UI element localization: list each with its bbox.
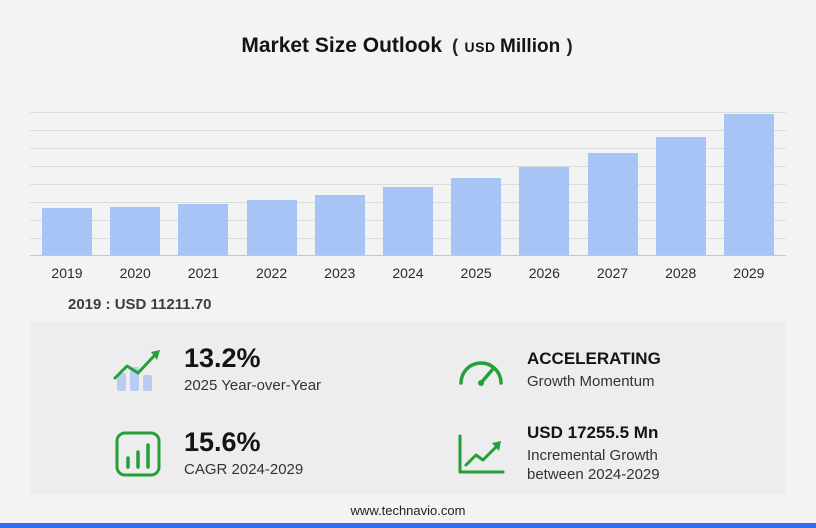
stat-value-momentum: ACCELERATING: [527, 348, 661, 368]
stat-value-incremental: USD 17255.5 Mn: [527, 423, 659, 442]
footer-accent-bar: [0, 523, 816, 528]
x-axis-label-2020: 2020: [119, 265, 151, 281]
stat-momentum: ACCELERATING Growth Momentum: [453, 344, 756, 395]
stat-text: 13.2% 2025 Year-over-Year: [184, 344, 321, 395]
x-axis-label-2019: 2019: [51, 265, 83, 281]
stat-cagr: 15.6% CAGR 2024-2029: [110, 423, 413, 484]
x-axis-label-2025: 2025: [460, 265, 492, 281]
x-axis-label-2022: 2022: [255, 265, 288, 281]
bar-2019: [42, 207, 92, 255]
x-axis-label-2027: 2027: [596, 265, 629, 281]
stat-text: USD 17255.5 Mn Incremental Growth between…: [527, 423, 660, 484]
market-size-chart: 2019 2020 2021 2022 2023 2024 2025 2026 2027 2028…: [30, 112, 786, 281]
x-axis-label-2021: 2021: [187, 265, 219, 281]
speedometer-icon: [453, 349, 509, 391]
chart-plot-area: [30, 112, 786, 256]
currency-label: USD: [464, 39, 496, 55]
stats-panel: 13.2% 2025 Year-over-Year ACCELERATING G…: [30, 322, 786, 494]
stat-text: ACCELERATING Growth Momentum: [527, 349, 661, 391]
page-title: Market Size Outlook ( USD Million ): [0, 0, 816, 58]
stat-incremental-growth: USD 17255.5 Mn Incremental Growth between…: [453, 423, 756, 484]
x-axis-label-2024: 2024: [392, 265, 424, 281]
bar-2020: [110, 207, 161, 255]
stat-yoy-growth: 13.2% 2025 Year-over-Year: [110, 344, 413, 395]
stat-label-momentum: Growth Momentum: [527, 372, 655, 390]
x-axis-label-2028: 2028: [665, 265, 697, 281]
bar-2022: [246, 200, 297, 255]
x-axis-labels: 2019 2020 2021 2022 2023 2024 2025 2026 2027 2028…: [30, 256, 786, 281]
stat-label-yoy: 2025 Year-over-Year: [184, 377, 322, 394]
bar-2026: [519, 166, 570, 255]
x-axis-label-2029: 2029: [733, 265, 765, 281]
base-year-annotation: 2019 : USD 11211.70: [68, 296, 212, 313]
stat-label-incremental: Incremental Growth between 2024-2029: [527, 447, 660, 483]
bar-series: [30, 112, 786, 255]
stat-value-yoy: 13.2%: [184, 343, 261, 373]
cagr-chart-icon: [110, 430, 166, 478]
bar-2028: [655, 136, 706, 255]
bar-2023: [314, 194, 365, 255]
bar-2027: [587, 153, 638, 255]
bar-2024: [382, 186, 433, 255]
footer-link[interactable]: www.technavio.com: [350, 503, 466, 518]
stat-label-cagr: CAGR 2024-2029: [184, 461, 304, 478]
chart-title: Market Size Outlook: [241, 34, 443, 57]
incremental-growth-icon: [453, 431, 509, 477]
stat-text: 15.6% CAGR 2024-2029: [184, 428, 303, 479]
unit-label: Million: [500, 36, 561, 57]
bar-2029: [723, 114, 774, 255]
stat-value-cagr: 15.6%: [184, 427, 261, 457]
x-axis-label-2026: 2026: [528, 265, 560, 281]
bar-2025: [451, 177, 502, 255]
bar-2021: [178, 204, 229, 255]
bar-chart-growth-icon: [110, 347, 166, 393]
chart-title-unit: ( USD Million ): [452, 36, 573, 57]
x-axis-label-2023: 2023: [324, 265, 356, 281]
